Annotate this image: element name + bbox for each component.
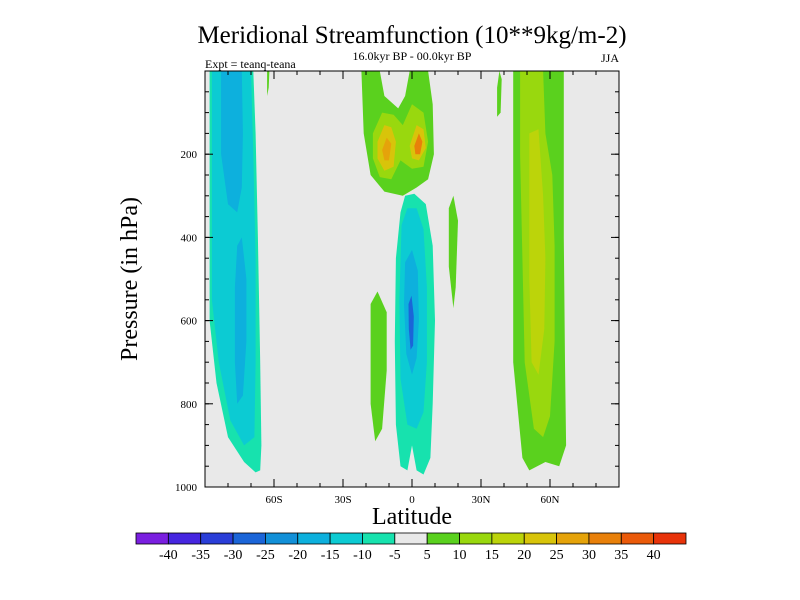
colorbar-swatch — [329, 532, 363, 545]
colorbar-swatch — [200, 532, 234, 545]
colorbar: -40 -35 -30 -25 -20 -15 -10 -5 5 10 15 20 25 30 35 40 — [135, 532, 687, 563]
colorbar-label: 25 — [550, 548, 564, 563]
colorbar-label: -40 — [159, 548, 178, 563]
colorbar-label: -30 — [224, 548, 243, 563]
y-tick-label: 600 — [181, 316, 198, 328]
y-tick-label: 800 — [181, 399, 198, 411]
colorbar-swatch — [232, 532, 266, 545]
colorbar-label: 30 — [582, 548, 596, 563]
contour-eq-neg-max — [408, 295, 414, 350]
colorbar-swatch — [394, 532, 428, 545]
y-axis-label: Pressure (in hPa) — [117, 197, 143, 361]
colorbar-label: -15 — [321, 548, 340, 563]
axis-ticks: 60S 30S 0 30N 60N 200 400 600 800 1000 — [175, 71, 619, 506]
experiment-annotation: Expt = teanq-teana — [205, 57, 296, 71]
y-tick-label: 400 — [181, 232, 198, 244]
contour-sh-cell-core — [221, 71, 243, 213]
contour-nh-pos-small-upper — [497, 71, 502, 117]
colorbar-swatch — [653, 532, 687, 545]
contour-had-pos-max-b — [414, 133, 423, 155]
colorbar-swatch — [167, 532, 202, 545]
contour-ferrel-pos-core — [529, 129, 546, 375]
colorbar-swatch — [588, 532, 622, 545]
colorbar-label: -25 — [256, 548, 275, 563]
x-tick-label: 30S — [334, 494, 351, 506]
x-axis-label: Latitude — [372, 504, 452, 530]
x-tick-label: 60N — [541, 494, 560, 506]
y-tick-label: 200 — [181, 149, 198, 161]
colorbar-swatch — [362, 532, 396, 545]
contour-nh-sub-pos-blob — [448, 195, 458, 309]
x-tick-label: 30N — [472, 494, 491, 506]
plot-frame — [204, 70, 620, 488]
colorbar-swatch — [459, 532, 493, 545]
colorbar-label: -20 — [288, 548, 307, 563]
colorbar-label: -5 — [389, 548, 401, 563]
colorbar-swatch — [135, 532, 169, 545]
colorbar-label: 40 — [647, 548, 661, 563]
y-tick-label: 1000 — [175, 482, 198, 494]
colorbar-label: -10 — [353, 548, 372, 563]
contour-had-pos-max-a — [382, 137, 392, 161]
colorbar-swatch — [491, 532, 525, 545]
chart-title: Meridional Streamfunction (10**9kg/m-2) — [197, 22, 626, 49]
contour-sh-cell-lower-core — [234, 237, 247, 404]
colorbar-label: 10 — [453, 548, 467, 563]
contour-sh-pos-sliver — [267, 71, 270, 96]
colorbar-swatch — [523, 532, 557, 545]
chart-subtitle: 16.0kyr BP - 00.0kyr BP — [353, 49, 472, 63]
colorbar-swatch — [297, 532, 331, 545]
contour-sh-sub-pos-blob — [370, 291, 387, 442]
colorbar-label: 35 — [614, 548, 628, 563]
colorbar-label: 15 — [485, 548, 499, 563]
colorbar-swatch — [620, 532, 655, 545]
colorbar-swatch — [426, 532, 460, 545]
colorbar-swatch — [265, 532, 299, 545]
colorbar-swatch — [556, 532, 590, 545]
contour-layer — [209, 71, 567, 475]
colorbar-label: 20 — [517, 548, 531, 563]
colorbar-label: 5 — [424, 548, 431, 563]
season-annotation: JJA — [601, 51, 619, 65]
x-tick-label: 60S — [265, 494, 282, 506]
colorbar-label: -35 — [191, 548, 210, 563]
x-tick-label: 0 — [409, 494, 415, 506]
